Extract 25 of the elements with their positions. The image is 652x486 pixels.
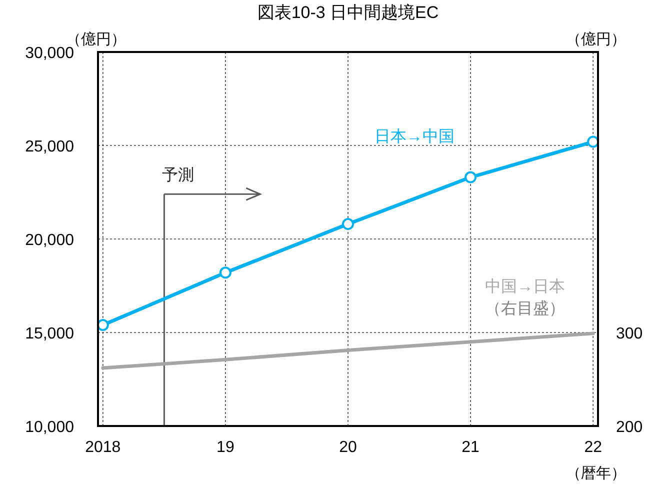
- point: [587, 136, 600, 148]
- y2-tick-label: 200: [616, 419, 643, 436]
- point: [219, 266, 232, 279]
- y-tick-label: 20,000: [25, 232, 74, 249]
- annotation: （右目盛）: [485, 299, 566, 318]
- y-tick-label: 10,000: [25, 419, 74, 436]
- series-label: 日本→中国: [374, 127, 455, 146]
- ref-line-label: 予測: [162, 166, 194, 184]
- y2-axis-title: （億円）: [566, 31, 626, 48]
- y-tick-label: 30,000: [25, 45, 74, 62]
- point: [464, 171, 477, 184]
- x-tick-label: 21: [462, 439, 480, 456]
- text: 中国→日本: [485, 277, 566, 296]
- x-tick-label: 19: [216, 439, 234, 456]
- y-axis-title: （億円）: [66, 31, 126, 48]
- x-tick-label: 2018: [85, 439, 121, 456]
- y-tick-label: 15,000: [25, 326, 74, 342]
- x-axis-title: （暦年）: [566, 465, 626, 482]
- point: [342, 218, 354, 230]
- x-tick-label: 20: [339, 439, 357, 456]
- y2-tick-label: 300: [616, 326, 643, 342]
- y-tick-label: 25,000: [25, 138, 74, 156]
- chart-title: 図表10-3 日中間越境EC: [257, 3, 439, 22]
- x-tick-label: 22: [584, 439, 602, 456]
- point: [96, 319, 109, 332]
